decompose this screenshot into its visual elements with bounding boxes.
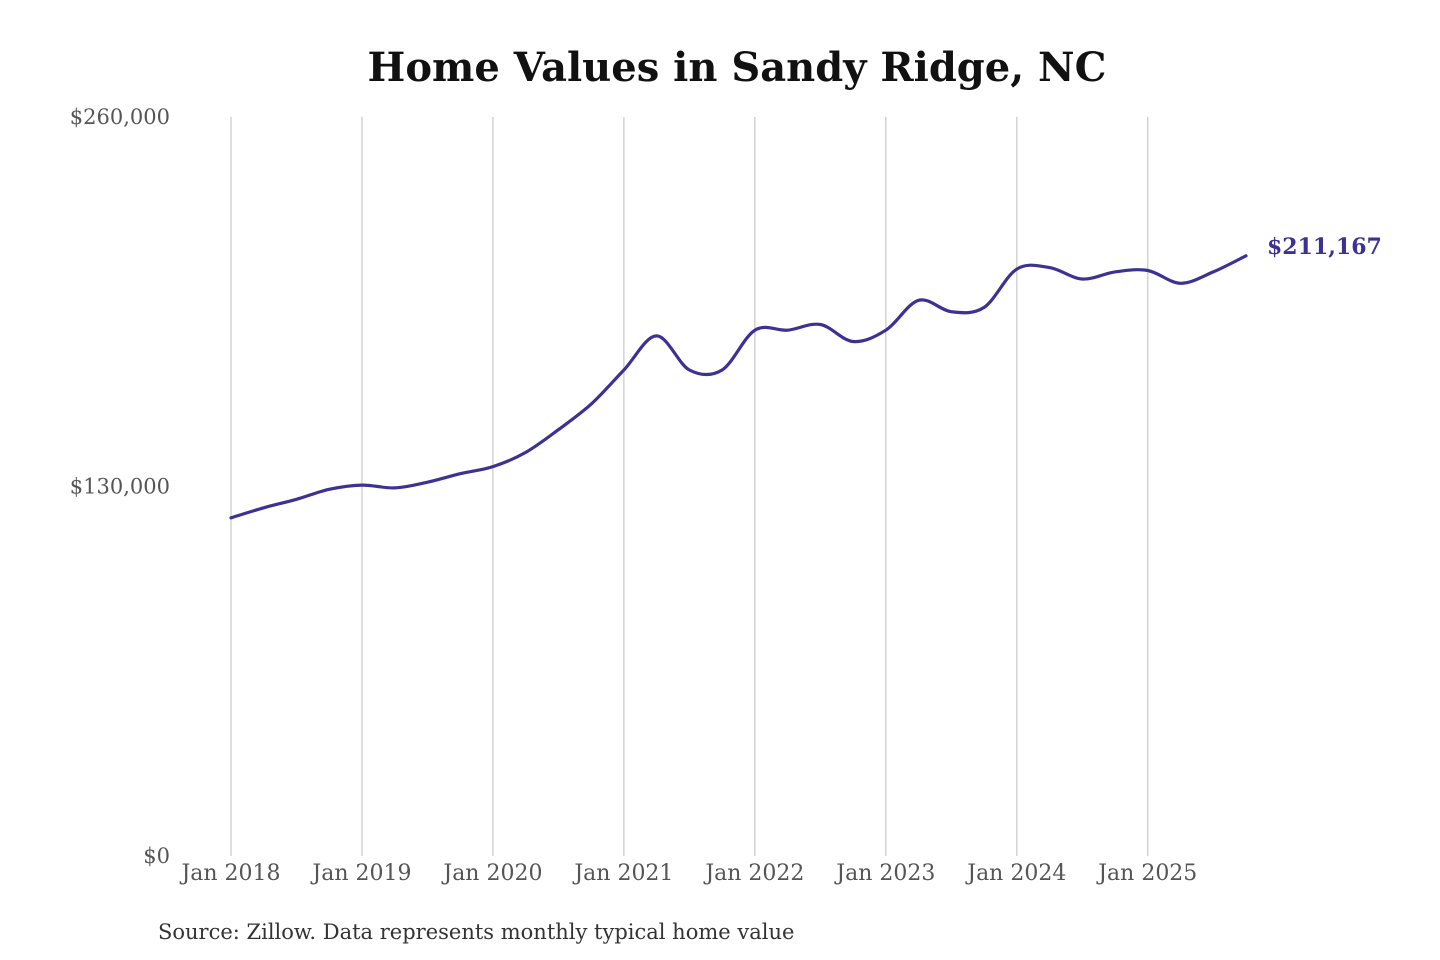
end-value-label: $211,167 bbox=[1267, 234, 1382, 260]
gridlines bbox=[230, 117, 1149, 856]
x-axis: Jan 2018 Jan 2019 Jan 2020 Jan 2021 Jan 2022… bbox=[179, 861, 1197, 886]
x-tick-label: Jan 2021 bbox=[572, 861, 673, 886]
series-line-0 bbox=[229, 254, 1248, 520]
source-note: Source: Zillow. Data represents monthly … bbox=[158, 920, 794, 944]
x-tick-label: Jan 2020 bbox=[441, 861, 542, 886]
y-tick-label: $130,000 bbox=[70, 475, 170, 499]
x-tick-label: Jan 2025 bbox=[1096, 861, 1197, 886]
y-axis: $0 $130,000 $260,000 bbox=[70, 105, 170, 868]
x-tick-label: Jan 2019 bbox=[310, 861, 411, 886]
y-tick-label: $0 bbox=[143, 844, 170, 868]
x-tick-label: Jan 2018 bbox=[179, 861, 280, 886]
x-tick-label: Jan 2022 bbox=[703, 861, 804, 886]
chart-title: Home Values in Sandy Ridge, NC bbox=[368, 44, 1107, 91]
x-tick-label: Jan 2023 bbox=[834, 861, 935, 886]
series-layer bbox=[229, 254, 1248, 520]
x-tick-label: Jan 2024 bbox=[965, 861, 1066, 886]
y-tick-label: $260,000 bbox=[70, 105, 170, 129]
